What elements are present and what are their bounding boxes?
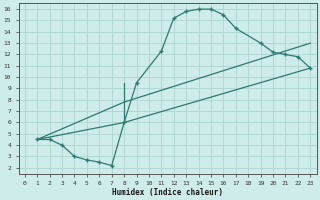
X-axis label: Humidex (Indice chaleur): Humidex (Indice chaleur) bbox=[112, 188, 223, 197]
